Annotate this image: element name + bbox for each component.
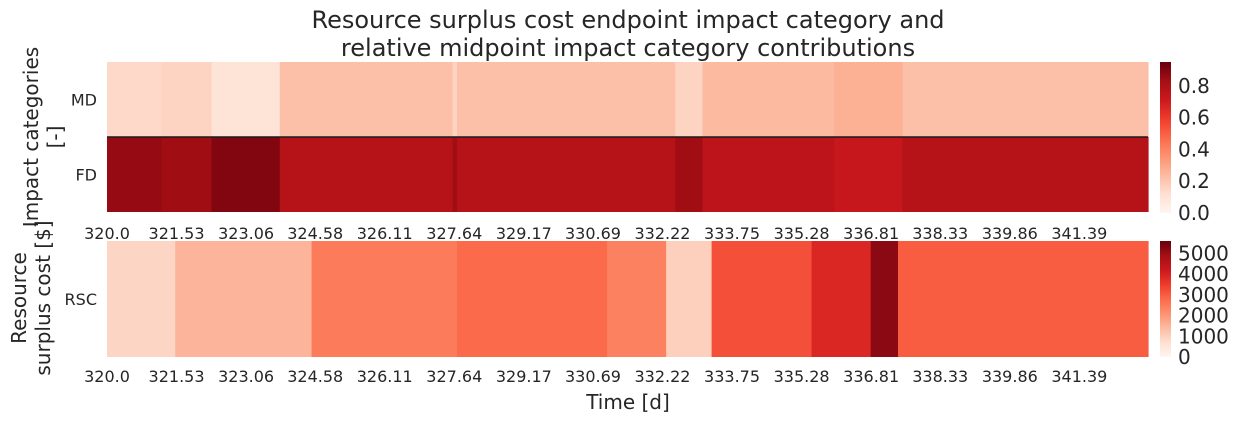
resource-surplus-cost-ylabel-line1: Resource <box>7 252 31 344</box>
x-tick-label: 324.58 <box>287 367 343 386</box>
heatmap-cell-rsc-1 <box>175 241 313 357</box>
x-tick-label: 336.81 <box>843 367 899 386</box>
heatmap-cell-fd-4 <box>452 137 458 212</box>
heatmap-cell-rsc-6 <box>711 241 813 357</box>
heatmap-cell-rsc-5 <box>666 241 713 357</box>
x-tick-label: 338.33 <box>912 224 968 243</box>
impact-categories-colorbar-ticks: 0.0 0.2 0.4 0.6 0.8 <box>1178 74 1210 225</box>
colorbar-tick-label: 0.2 <box>1178 169 1210 193</box>
x-tick-label: 341.39 <box>1051 367 1107 386</box>
impact-categories-heatmap <box>107 62 1149 212</box>
heatmap-cell-md-1 <box>161 62 213 137</box>
x-tick-label: 338.33 <box>912 367 968 386</box>
x-tick-label: 333.75 <box>704 224 760 243</box>
heatmap-cell-fd-2 <box>211 137 281 212</box>
impact-categories-colorbar <box>1160 62 1171 213</box>
impact-categories-x-tick-labels: 320.0 321.53 323.06 324.58 326.11 327.64 329.1… <box>84 224 1107 243</box>
heatmap-cell-rsc-8 <box>870 241 899 357</box>
heatmap-cell-fd-6 <box>675 137 704 212</box>
heatmap-cell-md-0 <box>107 62 163 137</box>
resource-surplus-cost-row-labels: RSC <box>65 290 97 309</box>
heatmap-cell-fd-1 <box>161 137 213 212</box>
row-label-fd: FD <box>75 166 97 185</box>
x-tick-label: 330.69 <box>565 224 621 243</box>
heatmap-cell-fd-7 <box>702 137 835 212</box>
x-tick-label: 320.0 <box>84 224 130 243</box>
heatmap-cell-rsc-7 <box>811 241 872 357</box>
x-tick-label: 323.06 <box>218 224 274 243</box>
impact-categories-ylabel-line2: [-] <box>43 126 67 149</box>
heatmap-cell-rsc-3 <box>457 241 608 357</box>
colorbar-tick-label: 1000 <box>1178 324 1229 348</box>
resource-surplus-cost-colorbar <box>1160 241 1171 357</box>
colorbar-tick-label: 0.6 <box>1178 106 1210 130</box>
colorbar-tick-label: 5000 <box>1178 241 1229 265</box>
x-tick-label: 326.11 <box>357 367 413 386</box>
x-tick-label: 321.53 <box>149 367 205 386</box>
heatmap-cell-md-3 <box>279 62 454 137</box>
x-tick-label: 323.06 <box>218 367 274 386</box>
chart-title-line1: Resource surplus cost endpoint impact ca… <box>311 6 944 34</box>
heatmap-cell-md-8 <box>834 62 904 137</box>
x-tick-label: 320.0 <box>84 367 130 386</box>
colorbar-tick-label: 0.4 <box>1178 137 1210 161</box>
row-label-rsc: RSC <box>65 290 97 309</box>
heatmap-cell-fd-9 <box>902 137 1149 212</box>
heatmap-cell-rsc-0 <box>107 241 176 357</box>
colorbar-tick-label: 3000 <box>1178 283 1229 307</box>
impact-categories-ylabel-line1: Impact categories <box>19 47 43 227</box>
heatmap-cell-fd-3 <box>279 137 454 212</box>
x-tick-label: 321.53 <box>149 224 205 243</box>
heatmap-cell-rsc-2 <box>311 241 458 357</box>
x-tick-label: 336.81 <box>843 224 899 243</box>
resource-surplus-cost-x-tick-labels: 320.0 321.53 323.06 324.58 326.11 327.64 329.1… <box>84 367 1107 386</box>
chart-title-line2: relative midpoint impact category contri… <box>341 34 915 62</box>
x-tick-label: 329.17 <box>496 367 552 386</box>
x-tick-label: 339.86 <box>982 224 1038 243</box>
resource-surplus-cost-heatmap <box>107 241 1149 357</box>
heatmap-cell-md-5 <box>457 62 676 137</box>
heatmap-cell-rsc-9 <box>897 241 1149 357</box>
x-tick-label: 329.17 <box>496 224 552 243</box>
x-tick-label: 341.39 <box>1051 224 1107 243</box>
heatmap-cell-md-4 <box>452 62 458 137</box>
heatmap-cell-md-2 <box>211 62 281 137</box>
heatmap-cell-md-9 <box>902 62 1149 137</box>
colorbar-tick-label: 0 <box>1178 345 1191 369</box>
x-tick-label: 327.64 <box>426 367 482 386</box>
time-axis-label: Time [d] <box>585 390 670 414</box>
x-tick-label: 324.58 <box>287 224 343 243</box>
x-tick-label: 326.11 <box>357 224 413 243</box>
heatmap-cell-fd-0 <box>107 137 163 212</box>
resource-surplus-cost-ylabel-line2: surplus cost [$] <box>31 220 55 375</box>
x-tick-label: 332.22 <box>635 224 691 243</box>
heatmap-cell-fd-5 <box>457 137 676 212</box>
x-tick-label: 335.28 <box>774 224 830 243</box>
colorbar-tick-label: 4000 <box>1178 262 1229 286</box>
impact-categories-row-labels: MD FD <box>71 91 97 185</box>
heatmap-cell-fd-8 <box>834 137 904 212</box>
x-tick-label: 327.64 <box>426 224 482 243</box>
x-tick-label: 335.28 <box>774 367 830 386</box>
heatmap-cell-md-7 <box>702 62 835 137</box>
x-tick-label: 339.86 <box>982 367 1038 386</box>
x-tick-label: 332.22 <box>635 367 691 386</box>
colorbar-tick-label: 2000 <box>1178 304 1229 328</box>
x-tick-label: 333.75 <box>704 367 760 386</box>
heatmap-cell-rsc-4 <box>607 241 667 357</box>
x-tick-label: 330.69 <box>565 367 621 386</box>
heatmap-cell-md-6 <box>675 62 704 137</box>
colorbar-tick-label: 0.0 <box>1178 201 1210 225</box>
row-label-md: MD <box>71 91 97 110</box>
colorbar-tick-label: 0.8 <box>1178 74 1210 98</box>
